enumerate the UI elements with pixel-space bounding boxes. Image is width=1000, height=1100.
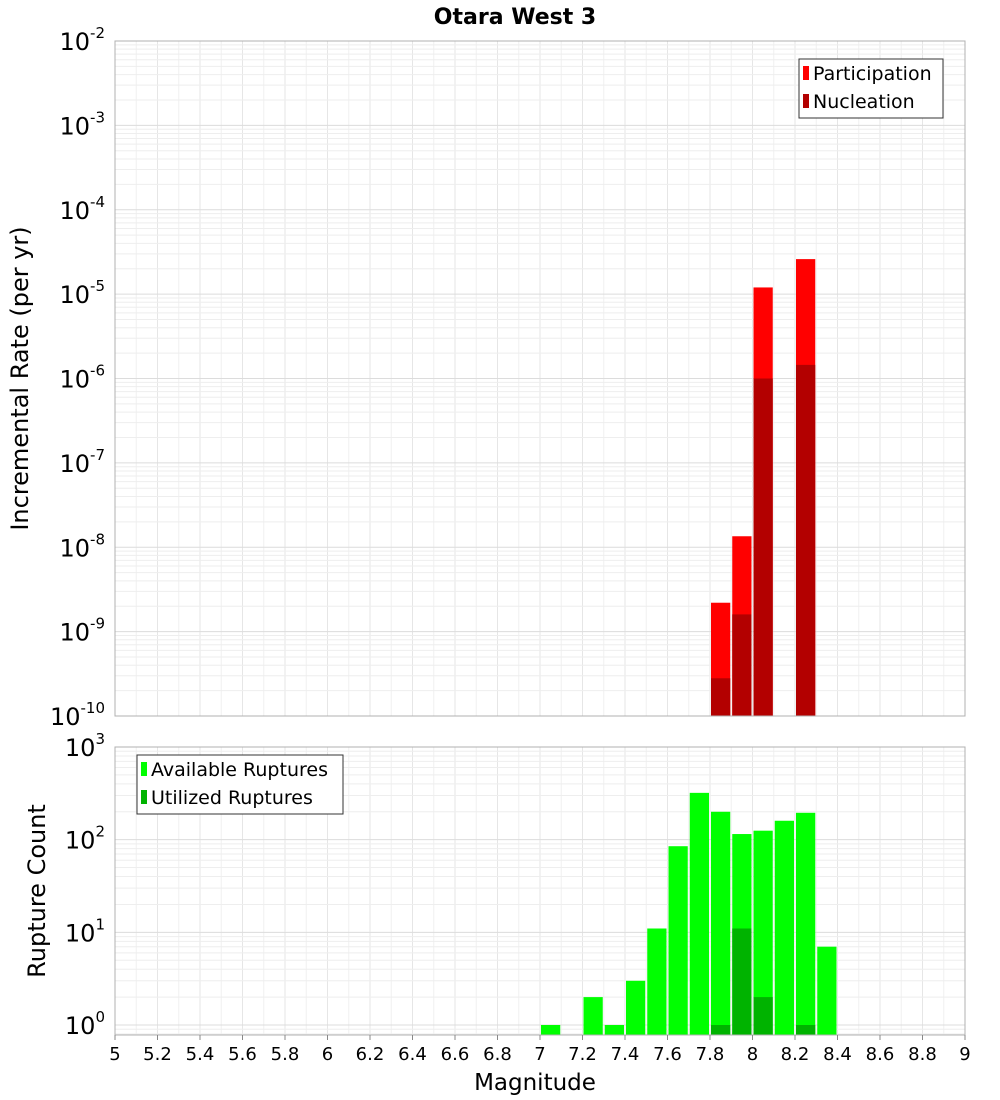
x-tick-label: 5 [109, 1044, 120, 1065]
y-axis-label: Rupture Count [23, 804, 51, 978]
legend-swatch [141, 762, 147, 776]
bar-primary [626, 980, 646, 1035]
y-tick-label: 10-7 [59, 446, 105, 478]
y-tick-label: 103 [65, 730, 105, 762]
x-tick-label: 5.6 [228, 1044, 257, 1065]
legend-label: Available Ruptures [151, 759, 328, 781]
bar-primary [753, 830, 773, 1035]
y-tick-label: 10-10 [50, 699, 105, 731]
x-tick-label: 7.2 [568, 1044, 597, 1065]
bar-primary [711, 811, 731, 1035]
x-tick-label: 9 [959, 1044, 970, 1065]
x-tick-label: 5.2 [143, 1044, 172, 1065]
legend-label: Nucleation [813, 91, 915, 113]
y-tick-label: 10-2 [59, 24, 105, 56]
x-tick-label: 6.6 [441, 1044, 470, 1065]
bar-secondary [711, 678, 731, 716]
bar-primary [689, 792, 709, 1035]
y-tick-label: 10-8 [59, 530, 105, 562]
panel-top: 10-2 10-3 10-4 10-5 10-6 10-7 10-8 10-9 10-10 Inc… [6, 24, 966, 731]
panel-bottom: 103 102 101 100 Rupture Count 5 5.2 5.4 5.6 5.8 6 6… [23, 730, 971, 1096]
legend-swatch [141, 790, 147, 804]
bar-primary [647, 928, 667, 1035]
y-tick-label: 100 [65, 1008, 105, 1040]
x-tick-label: 8.6 [866, 1044, 895, 1065]
x-tick-label: 7.6 [653, 1044, 682, 1065]
x-tick-label: 6.2 [356, 1044, 385, 1065]
x-tick-label: 5.4 [186, 1044, 215, 1065]
y-tick-label: 10-4 [59, 193, 105, 225]
legend-swatch [803, 66, 809, 80]
bar-primary [668, 846, 688, 1035]
x-tick-label: 8.4 [823, 1044, 852, 1065]
bar-secondary [753, 997, 773, 1035]
x-tick-label: 5.8 [271, 1044, 300, 1065]
x-tick-label: 7.4 [611, 1044, 640, 1065]
y-tick-label: 102 [65, 823, 105, 855]
bar-secondary [732, 614, 752, 716]
legend: Participation Nucleation [798, 58, 944, 119]
bar-secondary [796, 1025, 816, 1035]
bar-secondary [753, 378, 773, 716]
legend-swatch [803, 94, 809, 108]
y-tick-label: 10-3 [59, 108, 105, 140]
bar-secondary [732, 928, 752, 1035]
legend: Available Ruptures Utilized Ruptures [136, 754, 344, 815]
x-tick-label: 6.4 [398, 1044, 427, 1065]
bar-primary [583, 997, 603, 1035]
x-tick-label: 7.8 [696, 1044, 725, 1065]
x-tick-label: 8 [747, 1044, 758, 1065]
bar-secondary [796, 364, 816, 716]
x-tick-label: 7 [534, 1044, 545, 1065]
bar-primary [541, 1025, 561, 1035]
legend-box [136, 754, 344, 815]
x-tick-label: 6 [322, 1044, 333, 1065]
legend-box [798, 58, 944, 119]
y-tick-label: 10-6 [59, 362, 105, 394]
bar-primary [817, 946, 837, 1035]
y-axis-label: Incremental Rate (per yr) [6, 226, 34, 530]
x-tick-label: 8.8 [908, 1044, 937, 1065]
bar-primary [604, 1025, 624, 1035]
chart-title: Otara West 3 [434, 5, 596, 30]
bar-primary [796, 812, 816, 1035]
x-axis-label: Magnitude [474, 1070, 596, 1096]
y-tick-label: 10-5 [59, 277, 105, 309]
legend-label: Utilized Ruptures [151, 787, 313, 809]
x-tick-label: 8.2 [781, 1044, 810, 1065]
x-tick-label: 6.8 [483, 1044, 512, 1065]
bar-secondary [711, 1025, 731, 1035]
bar-primary [774, 820, 794, 1035]
y-tick-label: 10-9 [59, 615, 105, 647]
plot-frame [114, 40, 966, 717]
legend-label: Participation [813, 63, 932, 85]
y-tick-label: 101 [65, 915, 105, 947]
